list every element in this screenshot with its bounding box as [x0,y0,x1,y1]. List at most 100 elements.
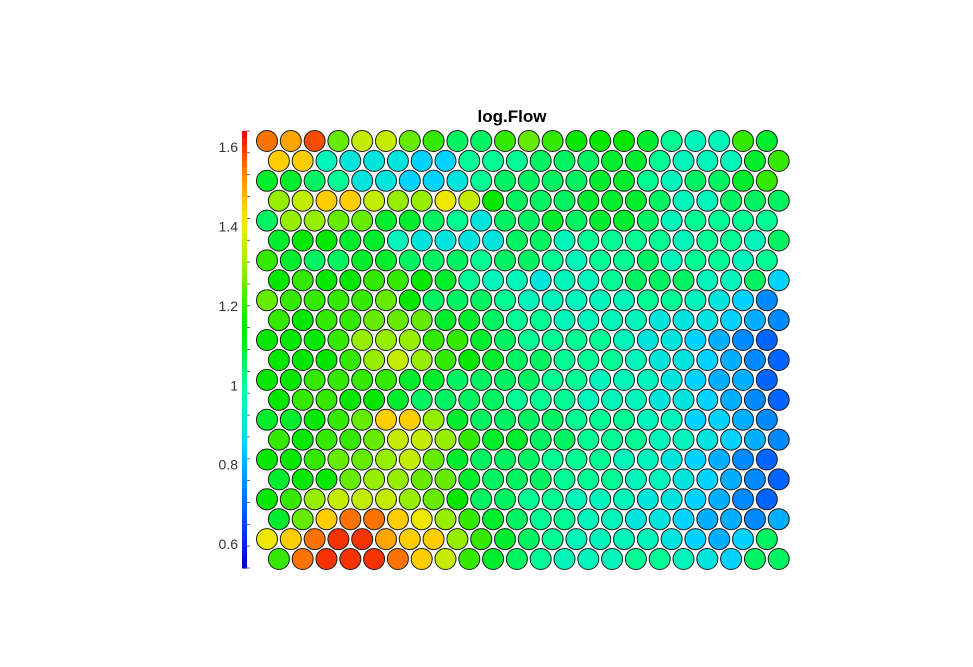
hex-cell [767,229,790,252]
hex-cell [767,149,790,172]
hex-cell [482,309,505,332]
colorbar-segment [242,218,247,227]
hex-cell [410,428,433,451]
hex-cell [613,169,635,192]
colorbar-segment [242,429,247,438]
hex-cell [505,149,528,172]
hex-cell [672,468,695,491]
hex-cell [398,130,421,152]
hex-cell [458,468,481,491]
colorbar-segment [242,524,247,533]
hex-cell [732,130,754,152]
hex-cell [613,289,635,312]
hex-cell [315,548,338,570]
hex-cell [720,548,743,570]
hex-cell [363,548,386,570]
hex-cell [279,408,302,431]
hex-cell [708,408,731,431]
hex-cell [339,508,362,531]
colorbar-segment [242,145,247,154]
hex-cell [708,448,731,471]
hex-cell [601,388,624,411]
hex-cell [267,508,290,531]
hex-cell [589,169,612,192]
hex-cell [767,269,790,292]
hex-cell [589,448,612,471]
hex-cell [755,209,778,232]
hex-cell [696,149,719,172]
hex-cell [434,149,457,172]
hex-cell [743,269,766,292]
hex-cell [434,309,457,332]
colorbar-segment [242,407,247,416]
hex-cell [494,289,516,312]
hex-cell [422,209,445,232]
hex-cell [303,209,326,232]
hex-cell [577,349,600,371]
hex-cell [648,428,671,451]
hex-cell [624,508,647,531]
hex-cell [386,349,409,371]
hex-cell [267,349,290,371]
colorbar-segment [242,509,247,518]
hex-cell [256,329,278,351]
hex-cell [256,528,278,551]
hex-cell [636,368,659,391]
hex-cell [732,448,754,471]
hex-cell [517,169,540,192]
hex-cell [327,528,350,551]
hex-cell [398,488,421,511]
colorbar-segment [242,131,247,139]
hex-cell [601,269,624,292]
hex-cell [684,209,707,232]
hex-cell [267,229,290,252]
hex-cell [529,229,552,252]
colorbar-segment [242,262,247,270]
hex-cell [279,209,302,232]
hex-cell [446,289,469,312]
hex-cell [494,130,516,152]
hex-cell [672,388,695,411]
hex-cell [446,209,469,232]
hex-cell [553,269,576,292]
colorbar-segment [242,174,247,183]
colorbar-tick-label: 1.4 [219,218,239,234]
hex-cell [482,388,505,411]
hex-cell [755,448,778,471]
hex-cell [565,249,588,272]
hex-cell [684,249,707,272]
colorbar-segment [242,553,247,562]
hex-cell [434,388,457,411]
colorbar-segment [242,371,247,380]
hex-cell [458,309,481,332]
hex-cell [303,329,326,351]
hex-cell [517,329,540,351]
hex-cell [303,249,326,272]
hex-cell [339,388,362,411]
hex-cell [720,349,743,371]
colorbar-segment [242,254,247,263]
hex-cell [696,229,719,252]
colorbar-segment [242,502,247,511]
hex-cell [291,508,314,531]
hex-cell [660,289,683,312]
hex-cell [470,329,493,351]
hex-cell [267,309,290,332]
colorbar-segment [242,196,247,205]
hex-cell [613,528,635,551]
colorbar-segment [242,189,247,198]
hex-cell [446,368,469,391]
hex-cell [553,149,576,172]
hex-cell [505,349,528,371]
hex-cell [327,408,350,431]
hex-cell [279,169,302,192]
colorbar-segment [242,473,247,482]
hex-cell [470,488,493,511]
hex-cell [267,468,290,491]
colorbar-segment [242,480,247,489]
hex-cell [601,229,624,252]
hex-cell [386,229,409,252]
hex-cell [267,149,290,172]
hex-cell [553,548,576,570]
hex-cell [422,329,445,351]
